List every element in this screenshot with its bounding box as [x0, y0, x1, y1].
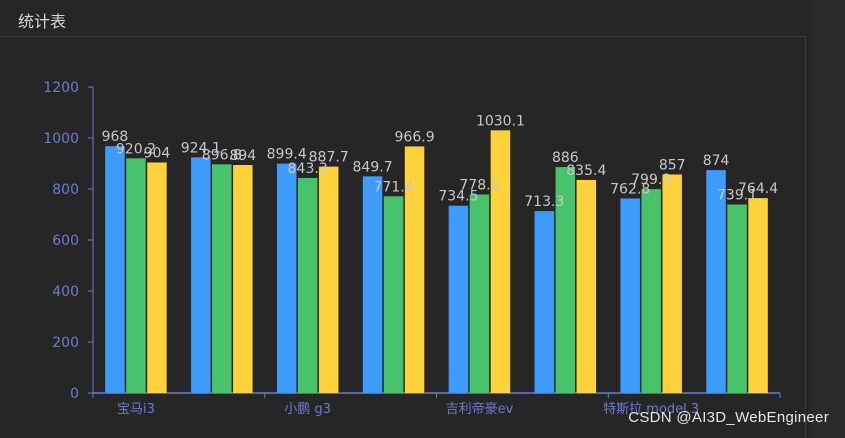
data-label: 966.9	[395, 129, 435, 145]
bar[interactable]	[147, 162, 167, 393]
bar[interactable]	[641, 189, 661, 393]
data-label: 899.4	[267, 147, 307, 163]
data-label: 764.4	[738, 181, 778, 197]
bar[interactable]	[620, 198, 640, 393]
bar[interactable]	[490, 130, 511, 393]
bars	[105, 130, 768, 393]
bar[interactable]	[105, 146, 125, 393]
bar[interactable]	[212, 164, 232, 393]
data-label: 734.5	[438, 189, 478, 205]
data-label: 849.7	[353, 159, 393, 175]
x-tick-label: 特斯拉 model 3	[603, 402, 699, 417]
y-tick-label: 200	[52, 335, 79, 351]
bar[interactable]	[469, 194, 490, 393]
data-label: 835.4	[566, 163, 606, 179]
data-label: 799.3	[631, 172, 671, 188]
panel-title: 统计表	[18, 12, 67, 31]
data-label: 762.8	[610, 181, 650, 197]
bar[interactable]	[362, 176, 383, 393]
bar[interactable]	[233, 165, 253, 393]
y-tick-label: 400	[52, 284, 79, 300]
data-label: 886	[552, 150, 579, 166]
data-label: 968	[102, 129, 129, 145]
panel-border	[805, 36, 806, 438]
data-label: 896.8	[202, 147, 242, 163]
bar[interactable]	[276, 163, 297, 393]
bar[interactable]	[126, 158, 146, 393]
data-label: 924.1	[181, 140, 221, 156]
x-tick-label: 小鹏 g3	[284, 402, 331, 417]
bar[interactable]	[576, 179, 597, 393]
bar[interactable]	[555, 167, 576, 393]
bar[interactable]	[297, 177, 318, 393]
x-tick-label: 宝马i3	[117, 402, 155, 417]
bar[interactable]	[383, 196, 404, 393]
bar[interactable]	[318, 166, 339, 393]
y-axis: 0 200 400 600 800 1000 1200	[43, 80, 94, 402]
data-label: 1030.1	[476, 113, 525, 129]
y-tick-label: 1000	[43, 131, 79, 147]
bar[interactable]	[448, 205, 469, 393]
watermark: CSDN @AI3D_WebEngineer	[628, 409, 829, 426]
data-label: 904	[144, 145, 171, 161]
y-tick-label: 800	[52, 182, 79, 198]
bar[interactable]	[404, 146, 425, 393]
bar[interactable]	[748, 198, 768, 393]
y-tick-label: 0	[70, 386, 79, 402]
y-tick-label: 600	[52, 233, 79, 249]
scrollbar-track[interactable]	[812, 0, 845, 438]
x-tick-label: 吉利帝豪ev	[446, 401, 514, 417]
data-label: 739.1	[717, 188, 757, 204]
data-label: 920.2	[116, 141, 156, 157]
data-label: 843.3	[288, 161, 328, 177]
bar[interactable]	[727, 204, 747, 393]
bar[interactable]	[706, 170, 726, 393]
bar[interactable]	[191, 157, 211, 393]
bar[interactable]	[662, 174, 682, 393]
data-labels: 968 924.1 899.4 849.7 734.5 713.3 762.8 874 920.…	[102, 113, 779, 210]
data-label: 874	[703, 153, 730, 169]
panel-header: 统计表	[0, 0, 806, 37]
data-label: 887.7	[309, 150, 349, 166]
y-tick-label: 1200	[43, 80, 79, 96]
data-label: 778.5	[459, 177, 499, 193]
data-label: 771.4	[374, 179, 414, 195]
data-label: 857	[659, 157, 686, 173]
bar[interactable]	[534, 211, 555, 393]
data-label: 713.3	[524, 194, 564, 210]
data-label: 894	[229, 148, 256, 164]
